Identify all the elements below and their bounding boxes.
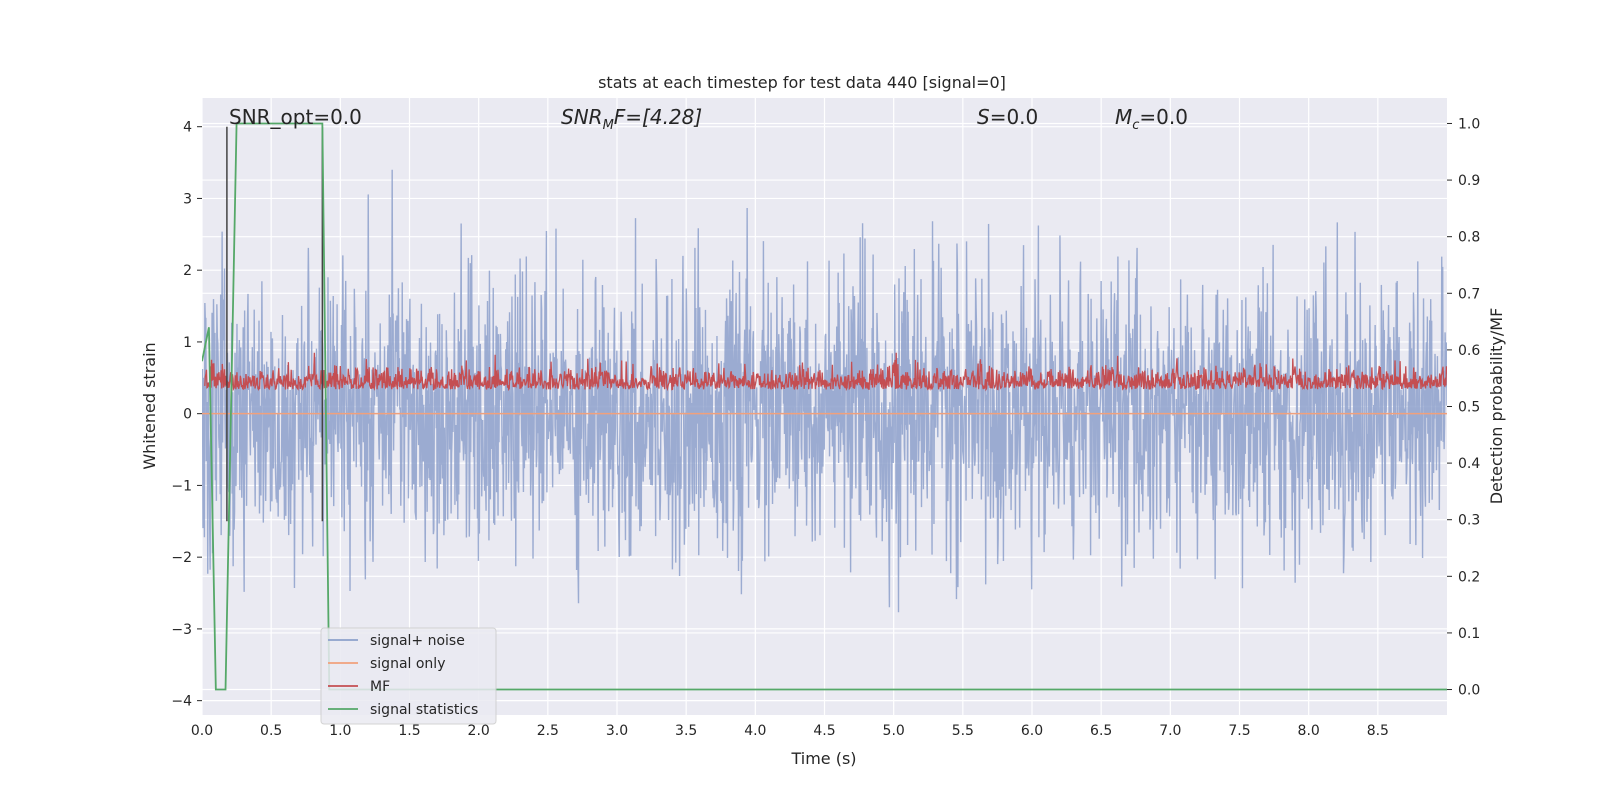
legend-label-signal-only: signal only: [370, 656, 445, 672]
x-axis-ticks: 0.0 0.5 1.0 1.5 2.0 2.5 3.0 3.5 4.0 4.5 5.0 5.5 6.0 6…: [191, 723, 1389, 739]
y-axis-right-label: Detection probability/MF: [1487, 308, 1506, 505]
x-tick-label: 2.0: [468, 723, 490, 739]
annotation-snr-mf-suffix: F=[4.28]: [614, 105, 702, 129]
annotation-s: S=0.0: [977, 105, 1038, 129]
x-tick-label: 4.0: [744, 723, 766, 739]
series-mf: [204, 352, 1447, 392]
annotation-mc-sub: c: [1132, 118, 1139, 133]
plot-content: [202, 122, 1447, 691]
y-right-tick-label: 0.8: [1458, 230, 1480, 246]
legend-box: [320, 627, 497, 725]
y-tick-label: 3: [183, 191, 192, 207]
x-tick-label: 6.0: [1021, 723, 1043, 739]
legend: signal+ noise signal only MF signal stat…: [320, 627, 497, 725]
y-right-tick-label: 0.0: [1458, 683, 1480, 699]
annotation-s-value: =0.0: [990, 105, 1039, 129]
x-tick-label: 1.0: [329, 723, 351, 739]
x-tick-label: 5.5: [952, 723, 974, 739]
y-axis-left-label: Whitened strain: [140, 342, 159, 469]
x-tick-label: 5.0: [883, 723, 905, 739]
x-axis-label: Time (s): [790, 749, 856, 768]
series-signal-statistics: [202, 122, 1447, 691]
y-axis-left-ticks: 4 3 2 1 0 −1 −2 −3 −4: [171, 120, 202, 710]
legend-label-signal-noise: signal+ noise: [370, 633, 465, 649]
annotation-mc-value: =0.0: [1139, 105, 1188, 129]
x-tick-label: 8.5: [1367, 723, 1389, 739]
y-tick-label: −1: [171, 478, 192, 494]
x-tick-label: 2.5: [537, 723, 559, 739]
legend-label-signal-statistics: signal statistics: [370, 702, 478, 718]
y-right-tick-label: 0.5: [1458, 400, 1480, 416]
y-right-tick-label: 0.4: [1458, 456, 1480, 472]
y-tick-label: 4: [183, 120, 192, 136]
annotation-snr-mf-prefix: SNR: [561, 105, 603, 129]
y-tick-label: −3: [171, 622, 192, 638]
y-right-tick-label: 0.7: [1458, 286, 1480, 302]
x-tick-label: 3.5: [675, 723, 697, 739]
y-right-tick-label: 1.0: [1458, 116, 1480, 132]
x-tick-label: 8.0: [1298, 723, 1320, 739]
annotation-s-symbol: S: [977, 105, 990, 129]
y-right-tick-label: 0.2: [1458, 569, 1480, 585]
y-tick-label: 0: [183, 407, 192, 423]
y-right-tick-label: 0.9: [1458, 173, 1480, 189]
y-axis-right-ticks: 1.0 0.9 0.8 0.7 0.6 0.5 0.4 0.3 0.2 0.1 0.0: [1447, 116, 1480, 699]
y-right-tick-label: 0.6: [1458, 343, 1480, 359]
x-tick-label: 1.5: [398, 723, 420, 739]
y-right-tick-label: 0.3: [1458, 513, 1480, 529]
legend-label-mf: MF: [370, 679, 390, 695]
x-tick-label: 7.0: [1159, 723, 1181, 739]
y-tick-label: −2: [171, 550, 192, 566]
annotation-snr-opt: SNR_opt=0.0: [229, 105, 362, 129]
annotation-mc: Mc=0.0: [1115, 105, 1188, 133]
y-right-tick-label: 0.1: [1458, 626, 1480, 642]
y-tick-label: 1: [183, 335, 192, 351]
chart-title: stats at each timestep for test data 440…: [598, 73, 1006, 92]
annotation-snr-mf-sub: M: [603, 118, 614, 133]
y-tick-label: 2: [183, 263, 192, 279]
x-tick-label: 7.5: [1228, 723, 1250, 739]
y-tick-label: −4: [171, 694, 192, 710]
x-tick-label: 4.5: [813, 723, 835, 739]
annotation-mc-symbol: M: [1115, 105, 1132, 129]
x-tick-label: 0.5: [260, 723, 282, 739]
x-tick-label: 0.0: [191, 723, 213, 739]
annotation-snr-mf: SNRMF=[4.28]: [561, 105, 702, 133]
x-tick-label: 6.5: [1090, 723, 1112, 739]
x-tick-label: 3.0: [606, 723, 628, 739]
